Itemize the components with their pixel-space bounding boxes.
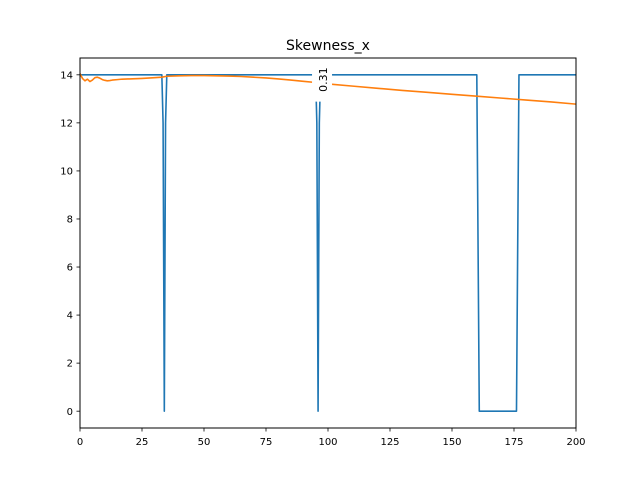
x-tick-label: 125: [380, 437, 399, 448]
annotation-layer: 0.31: [312, 57, 333, 102]
y-tick-label: 6: [67, 263, 73, 274]
chart-title: Skewness_x: [286, 38, 370, 54]
y-tick-label: 12: [60, 118, 73, 129]
y-tick-label: 2: [67, 359, 73, 370]
x-tick-label: 150: [442, 437, 461, 448]
series-line-1: [80, 74, 576, 412]
x-tick-label: 175: [504, 437, 523, 448]
series-layer: [80, 73, 576, 412]
x-tick-label: 0: [77, 437, 83, 448]
y-tick-label: 4: [67, 311, 73, 322]
x-tick-label: 200: [566, 437, 585, 448]
series-line-2: [80, 73, 576, 105]
y-tick-label: 10: [60, 167, 73, 178]
x-tick-label: 50: [198, 437, 211, 448]
y-tick-label: 8: [67, 215, 73, 226]
x-axis: 0 25 50 75 100 125 150 175 200: [77, 428, 586, 448]
x-tick-label: 75: [260, 437, 273, 448]
annotation-box: [312, 57, 333, 102]
plot-area: 0.31: [79, 57, 577, 429]
y-axis: 0 2 4 6 8 10 12 14: [60, 70, 80, 418]
x-tick-label: 100: [318, 437, 337, 448]
annotation: 0.31: [312, 57, 333, 102]
y-tick-label: 0: [67, 407, 73, 418]
annotation-label: 0.31: [317, 67, 330, 92]
x-tick-label: 25: [136, 437, 149, 448]
y-tick-label: 14: [60, 70, 73, 81]
